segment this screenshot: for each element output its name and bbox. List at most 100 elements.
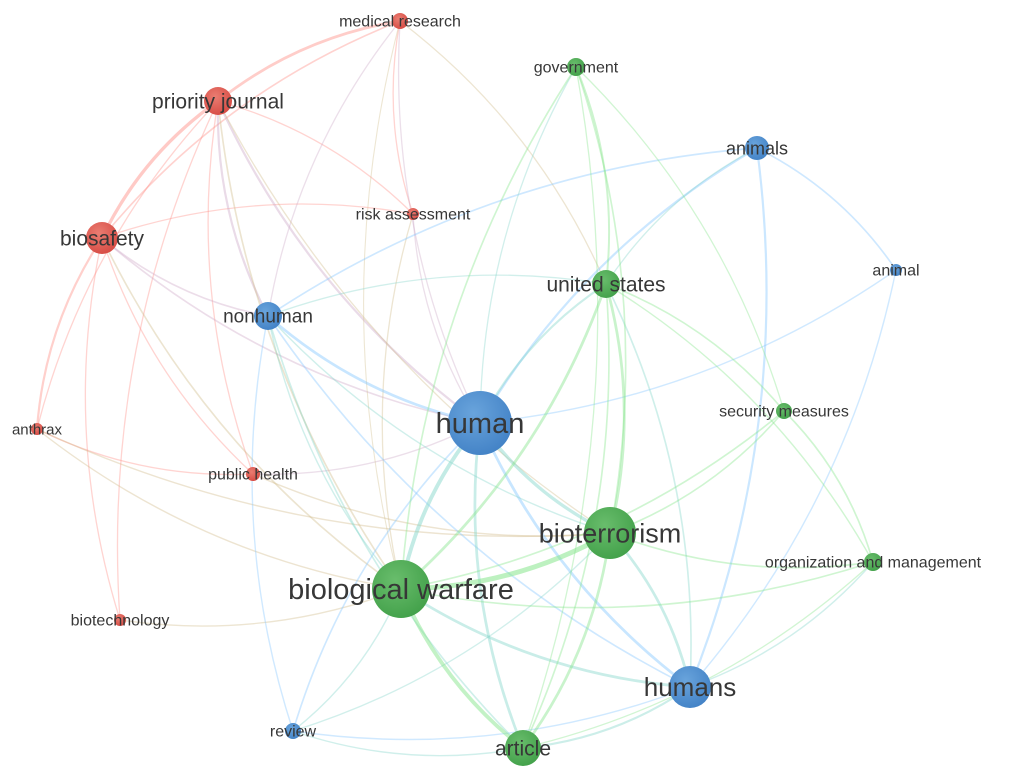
- edge-organization-and-management--biological-warfare: [400, 561, 874, 609]
- node-label-organization-and-management[interactable]: organization and management: [765, 555, 982, 572]
- edge-humans--article: [521, 685, 692, 750]
- edge-security-measures--bioterrorism: [609, 410, 785, 534]
- node-label-risk-assessment[interactable]: risk assessment: [356, 207, 471, 224]
- edge-government--bioterrorism: [575, 66, 627, 534]
- edge-review--bioterrorism: [292, 532, 611, 732]
- edge-organization-and-management--article: [522, 561, 874, 749]
- node-animal[interactable]: [890, 264, 902, 276]
- nodes-layer: [31, 13, 902, 766]
- node-nonhuman[interactable]: [254, 302, 282, 330]
- node-priority-journal[interactable]: [204, 87, 232, 115]
- edge-animals--united-states: [605, 147, 758, 285]
- edge-priority-journal--nonhuman: [216, 99, 270, 318]
- node-label-united-states[interactable]: united states: [546, 273, 665, 296]
- edge-priority-journal--medical-research: [216, 19, 402, 103]
- node-biotechnology[interactable]: [114, 614, 126, 626]
- edge-medical-research--nonhuman: [267, 20, 401, 317]
- edge-biosafety--biotechnology: [84, 237, 121, 621]
- edge-animals--human: [478, 146, 759, 425]
- edge-nonhuman--review: [251, 315, 294, 732]
- edge-humans--united-states: [605, 283, 692, 688]
- edge-united-states--security-measures: [605, 283, 785, 412]
- edge-human--government: [479, 66, 577, 424]
- edge-security-measures--organization-and-management: [783, 410, 874, 563]
- node-label-review[interactable]: review: [270, 724, 317, 741]
- edge-priority-journal--biological-warfare: [217, 100, 402, 590]
- node-label-biotechnology[interactable]: biotechnology: [71, 613, 170, 630]
- node-label-biological-warfare[interactable]: biological warfare: [288, 574, 514, 606]
- edge-animal--human: [479, 269, 897, 424]
- node-label-human[interactable]: human: [436, 408, 525, 440]
- edge-risk-assessment--human: [412, 213, 481, 424]
- labels-layer: medical research government priority journ…: [12, 14, 982, 761]
- edge-biosafety--priority-journal: [100, 99, 220, 240]
- edge-biological-warfare--article: [399, 587, 525, 750]
- edge-biosafety--nonhuman: [101, 237, 269, 317]
- edge-human--article: [473, 421, 525, 750]
- edge-animals--nonhuman: [267, 147, 758, 317]
- edge-human--humans: [478, 421, 692, 689]
- node-bioterrorism[interactable]: [584, 507, 636, 559]
- node-label-article[interactable]: article: [495, 737, 551, 760]
- node-organization-and-management[interactable]: [864, 553, 882, 571]
- edge-biosafety--anthrax: [35, 236, 104, 431]
- node-label-medical-research[interactable]: medical research: [339, 14, 461, 31]
- node-government[interactable]: [567, 58, 585, 76]
- edge-review--article: [292, 730, 524, 757]
- edge-priority-journal--bioterrorism: [217, 100, 611, 534]
- node-security-measures[interactable]: [776, 403, 792, 419]
- edge-priority-journal--human: [216, 99, 482, 425]
- edge-government--biological-warfare: [400, 66, 577, 590]
- node-label-bioterrorism[interactable]: bioterrorism: [539, 518, 682, 548]
- node-anthrax[interactable]: [31, 423, 43, 435]
- edges-layer: [35, 19, 897, 757]
- edge-organization-and-management--bioterrorism: [609, 532, 874, 569]
- edge-humans--organization-and-management: [689, 561, 874, 688]
- edge-animal--humans: [689, 269, 897, 688]
- node-label-biosafety[interactable]: biosafety: [60, 227, 145, 250]
- node-humans[interactable]: [669, 666, 711, 708]
- node-label-anthrax[interactable]: anthrax: [12, 421, 63, 438]
- node-human[interactable]: [448, 391, 512, 455]
- edge-risk-assessment--biological-warfare: [381, 213, 414, 590]
- node-animals[interactable]: [745, 136, 769, 160]
- edge-united-states--bioterrorism: [604, 282, 626, 535]
- node-label-animal[interactable]: animal: [872, 263, 919, 280]
- edge-anthrax--public-health: [36, 428, 254, 476]
- edge-government--security-measures: [575, 66, 785, 412]
- edge-medical-research--united-states: [399, 20, 607, 285]
- node-public-health[interactable]: [246, 467, 260, 481]
- edge-biosafety--human: [101, 237, 481, 424]
- edge-humans--biological-warfare: [399, 587, 692, 689]
- node-review[interactable]: [285, 723, 301, 739]
- node-united-states[interactable]: [592, 270, 620, 298]
- node-medical-research[interactable]: [392, 13, 408, 29]
- edge-priority-journal--biotechnology: [116, 100, 219, 621]
- edge-humans--review: [292, 686, 691, 741]
- node-label-security-measures[interactable]: security measures: [719, 404, 849, 421]
- node-label-public-health[interactable]: public health: [208, 467, 298, 484]
- edge-humans--bioterrorism: [608, 531, 692, 689]
- node-label-nonhuman[interactable]: nonhuman: [223, 307, 313, 328]
- edge-priority-journal--risk-assessment: [217, 100, 414, 215]
- node-label-priority-journal[interactable]: priority journal: [152, 90, 284, 113]
- node-biosafety[interactable]: [86, 222, 118, 254]
- edge-nonhuman--bioterrorism: [267, 315, 611, 534]
- node-risk-assessment[interactable]: [407, 208, 419, 220]
- edge-nonhuman--biological-warfare: [267, 315, 402, 590]
- node-label-government[interactable]: government: [534, 60, 619, 77]
- node-biological-warfare[interactable]: [372, 560, 430, 618]
- edge-humans--animals: [688, 146, 768, 689]
- node-label-humans[interactable]: humans: [644, 672, 737, 702]
- edge-anthrax--biological-warfare: [36, 428, 402, 590]
- edge-nonhuman--humans: [267, 315, 691, 688]
- edge-biotechnology--biological-warfare: [119, 588, 402, 627]
- node-article[interactable]: [505, 730, 541, 766]
- edge-government--united-states: [575, 66, 611, 285]
- edge-anthrax--bioterrorism: [36, 428, 611, 538]
- node-label-animals[interactable]: animals: [726, 138, 788, 158]
- edge-public-health--bioterrorism: [252, 473, 611, 537]
- edge-priority-journal--public-health: [207, 100, 254, 475]
- edge-animals--animal: [756, 147, 897, 271]
